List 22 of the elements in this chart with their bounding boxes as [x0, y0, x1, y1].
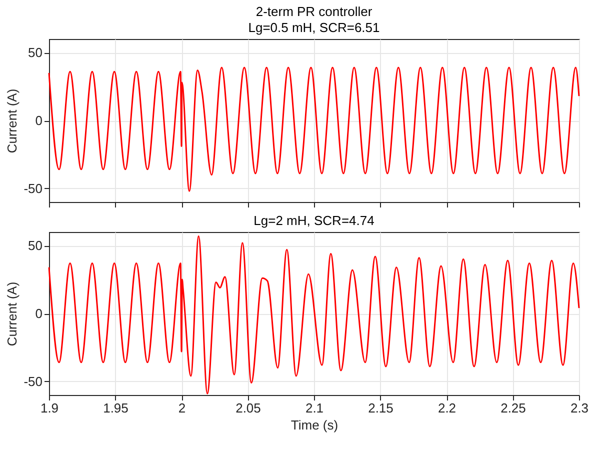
y-axis-title: Current (A) [4, 282, 20, 346]
x-tick-label: 2.1 [305, 400, 324, 416]
x-tick-label: 2.3 [570, 400, 589, 416]
y-tick-label: 0 [35, 113, 42, 128]
y-tick-label: -50 [24, 374, 42, 389]
y-tick-label: 50 [28, 238, 42, 254]
x-tick-label: 2.05 [236, 400, 261, 416]
x-tick-label: 1.9 [40, 400, 59, 416]
line-series [48, 66, 580, 192]
x-axis-title: Time (s) [290, 418, 338, 432]
y-tick-label: 50 [28, 45, 42, 60]
chart-title: 2-term PR controller [256, 4, 373, 19]
y-axis-title: Current (A) [4, 88, 20, 154]
y-tick-label: 0 [35, 306, 42, 321]
x-tick-label: 2.25 [500, 400, 526, 416]
x-tick-label: 2 [178, 400, 186, 416]
chart-subtitle: Lg=0.5 mH, SCR=6.51 [248, 20, 380, 35]
chart-title: Lg=2 mH, SCR=4.74 [254, 213, 374, 228]
x-tick-label: 2.2 [438, 400, 456, 416]
y-tick-label: -50 [24, 180, 42, 196]
x-tick-label: 1.95 [103, 400, 128, 416]
x-tick-label: 2.15 [368, 400, 394, 416]
